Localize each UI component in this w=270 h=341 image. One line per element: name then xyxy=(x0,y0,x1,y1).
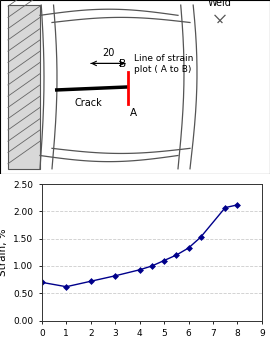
Text: B: B xyxy=(119,59,126,69)
Polygon shape xyxy=(8,5,40,169)
Y-axis label: Strain, %: Strain, % xyxy=(0,228,8,276)
Text: A: A xyxy=(130,108,137,118)
Text: Weld: Weld xyxy=(208,0,232,8)
Text: Crack: Crack xyxy=(74,98,102,108)
Text: 20: 20 xyxy=(102,48,114,58)
Text: Line of strain
plot ( A to B): Line of strain plot ( A to B) xyxy=(134,54,193,74)
